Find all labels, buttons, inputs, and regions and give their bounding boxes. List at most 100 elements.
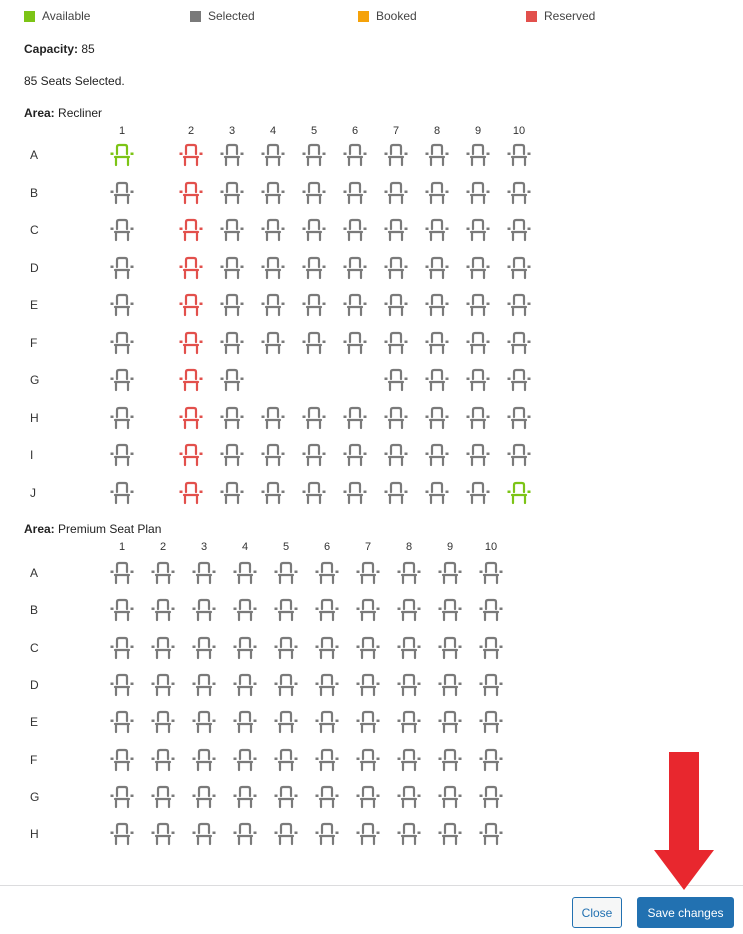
seat-B6-selected-icon[interactable] — [314, 598, 340, 622]
seat-B2-selected-icon[interactable] — [150, 598, 176, 622]
seat-F8-selected-icon[interactable] — [396, 748, 422, 772]
seat-C4-selected-icon[interactable] — [260, 218, 286, 242]
seat-D3-selected-icon[interactable] — [219, 256, 245, 280]
seat-C3-selected-icon[interactable] — [191, 636, 217, 660]
seat-D1-selected-icon[interactable] — [109, 673, 135, 697]
seat-B2-reserved-icon[interactable] — [178, 181, 204, 205]
seat-D2-reserved-icon[interactable] — [178, 256, 204, 280]
seat-E8-selected-icon[interactable] — [396, 710, 422, 734]
seat-A3-selected-icon[interactable] — [219, 143, 245, 167]
seat-D4-selected-icon[interactable] — [232, 673, 258, 697]
seat-C2-reserved-icon[interactable] — [178, 218, 204, 242]
seat-J10-available-icon[interactable] — [506, 481, 532, 505]
seat-H10-selected-icon[interactable] — [478, 822, 504, 846]
seat-B10-selected-icon[interactable] — [506, 181, 532, 205]
seat-C6-selected-icon[interactable] — [342, 218, 368, 242]
seat-D10-selected-icon[interactable] — [478, 673, 504, 697]
seat-D1-selected-icon[interactable] — [109, 256, 135, 280]
seat-D7-selected-icon[interactable] — [383, 256, 409, 280]
seat-H7-selected-icon[interactable] — [355, 822, 381, 846]
seat-A6-selected-icon[interactable] — [342, 143, 368, 167]
seat-F10-selected-icon[interactable] — [478, 748, 504, 772]
seat-H5-selected-icon[interactable] — [301, 406, 327, 430]
seat-B9-selected-icon[interactable] — [465, 181, 491, 205]
seat-A4-selected-icon[interactable] — [232, 561, 258, 585]
seat-H4-selected-icon[interactable] — [260, 406, 286, 430]
seat-H1-selected-icon[interactable] — [109, 406, 135, 430]
seat-F1-selected-icon[interactable] — [109, 748, 135, 772]
seat-J6-selected-icon[interactable] — [342, 481, 368, 505]
seat-E6-selected-icon[interactable] — [314, 710, 340, 734]
save-changes-button[interactable]: Save changes — [637, 897, 734, 928]
seat-H2-selected-icon[interactable] — [150, 822, 176, 846]
seat-J4-selected-icon[interactable] — [260, 481, 286, 505]
seat-B3-selected-icon[interactable] — [219, 181, 245, 205]
seat-F10-selected-icon[interactable] — [506, 331, 532, 355]
seat-H7-selected-icon[interactable] — [383, 406, 409, 430]
seat-F1-selected-icon[interactable] — [109, 331, 135, 355]
seat-J9-selected-icon[interactable] — [465, 481, 491, 505]
seat-C5-selected-icon[interactable] — [273, 636, 299, 660]
seat-G1-selected-icon[interactable] — [109, 368, 135, 392]
seat-D6-selected-icon[interactable] — [342, 256, 368, 280]
seat-F2-reserved-icon[interactable] — [178, 331, 204, 355]
seat-B1-selected-icon[interactable] — [109, 598, 135, 622]
seat-I9-selected-icon[interactable] — [465, 443, 491, 467]
seat-A8-selected-icon[interactable] — [396, 561, 422, 585]
seat-H6-selected-icon[interactable] — [342, 406, 368, 430]
seat-C1-selected-icon[interactable] — [109, 218, 135, 242]
seat-E10-selected-icon[interactable] — [506, 293, 532, 317]
seat-H5-selected-icon[interactable] — [273, 822, 299, 846]
seat-G7-selected-icon[interactable] — [383, 368, 409, 392]
seat-I5-selected-icon[interactable] — [301, 443, 327, 467]
seat-A5-selected-icon[interactable] — [301, 143, 327, 167]
seat-D3-selected-icon[interactable] — [191, 673, 217, 697]
seat-E6-selected-icon[interactable] — [342, 293, 368, 317]
seat-H3-selected-icon[interactable] — [219, 406, 245, 430]
seat-B10-selected-icon[interactable] — [478, 598, 504, 622]
seat-B1-selected-icon[interactable] — [109, 181, 135, 205]
seat-C5-selected-icon[interactable] — [301, 218, 327, 242]
seat-D9-selected-icon[interactable] — [465, 256, 491, 280]
seat-B4-selected-icon[interactable] — [232, 598, 258, 622]
seat-C1-selected-icon[interactable] — [109, 636, 135, 660]
seat-F3-selected-icon[interactable] — [219, 331, 245, 355]
seat-C4-selected-icon[interactable] — [232, 636, 258, 660]
seat-H9-selected-icon[interactable] — [465, 406, 491, 430]
seat-A6-selected-icon[interactable] — [314, 561, 340, 585]
seat-H8-selected-icon[interactable] — [424, 406, 450, 430]
seat-G7-selected-icon[interactable] — [355, 785, 381, 809]
seat-F7-selected-icon[interactable] — [383, 331, 409, 355]
seat-G10-selected-icon[interactable] — [478, 785, 504, 809]
seat-B7-selected-icon[interactable] — [355, 598, 381, 622]
seat-B9-selected-icon[interactable] — [437, 598, 463, 622]
seat-I10-selected-icon[interactable] — [506, 443, 532, 467]
seat-I2-reserved-icon[interactable] — [178, 443, 204, 467]
seat-B7-selected-icon[interactable] — [383, 181, 409, 205]
seat-F3-selected-icon[interactable] — [191, 748, 217, 772]
seat-A7-selected-icon[interactable] — [383, 143, 409, 167]
seat-G6-selected-icon[interactable] — [314, 785, 340, 809]
seat-H10-selected-icon[interactable] — [506, 406, 532, 430]
seat-G8-selected-icon[interactable] — [424, 368, 450, 392]
seat-F9-selected-icon[interactable] — [465, 331, 491, 355]
seat-G5-selected-icon[interactable] — [273, 785, 299, 809]
seat-E9-selected-icon[interactable] — [465, 293, 491, 317]
seat-F5-selected-icon[interactable] — [301, 331, 327, 355]
seat-D9-selected-icon[interactable] — [437, 673, 463, 697]
seat-G2-reserved-icon[interactable] — [178, 368, 204, 392]
seat-I1-selected-icon[interactable] — [109, 443, 135, 467]
seat-A7-selected-icon[interactable] — [355, 561, 381, 585]
seat-G8-selected-icon[interactable] — [396, 785, 422, 809]
seat-F4-selected-icon[interactable] — [232, 748, 258, 772]
seat-B6-selected-icon[interactable] — [342, 181, 368, 205]
seat-E2-reserved-icon[interactable] — [178, 293, 204, 317]
seat-I8-selected-icon[interactable] — [424, 443, 450, 467]
seat-A8-selected-icon[interactable] — [424, 143, 450, 167]
seat-E5-selected-icon[interactable] — [273, 710, 299, 734]
seat-D10-selected-icon[interactable] — [506, 256, 532, 280]
seat-A9-selected-icon[interactable] — [437, 561, 463, 585]
seat-F6-selected-icon[interactable] — [314, 748, 340, 772]
seat-I3-selected-icon[interactable] — [219, 443, 245, 467]
seat-A9-selected-icon[interactable] — [465, 143, 491, 167]
